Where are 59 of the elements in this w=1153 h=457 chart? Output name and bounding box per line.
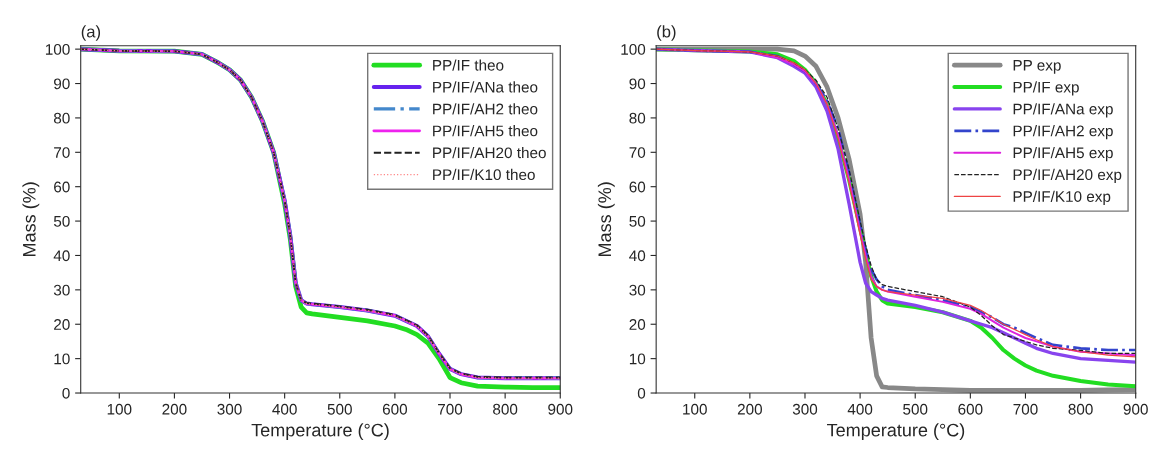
x-tick-label: 900 <box>1123 403 1148 415</box>
x-tick-label: 200 <box>162 403 187 415</box>
x-tick-label: 800 <box>493 403 518 415</box>
legend-label: PP/IF theo <box>433 59 504 71</box>
x-tick-label: 500 <box>327 403 352 415</box>
y-tick-label: 90 <box>629 78 646 90</box>
y-tick-label: 60 <box>54 181 70 193</box>
y-tick-label: 80 <box>53 112 70 124</box>
x-tick-label: 300 <box>792 403 818 415</box>
x-tick-label: 100 <box>107 403 132 415</box>
legend-label: PP/IF/AH2 theo <box>433 103 538 115</box>
x-tick-label: 800 <box>1068 403 1093 415</box>
y-tick-label: 0 <box>62 387 70 399</box>
x-tick-label: 700 <box>438 403 463 415</box>
y-axis-title: Mass (%) <box>22 182 40 256</box>
legend-label: PP exp <box>1013 60 1061 74</box>
x-tick-label: 300 <box>217 403 242 415</box>
y-tick-label: 70 <box>54 147 70 158</box>
y-tick-label: 10 <box>54 353 70 365</box>
x-tick-label: 400 <box>272 403 297 415</box>
y-tick-label: 40 <box>53 250 70 262</box>
y-tick-label: 0 <box>637 387 646 399</box>
y-tick-label: 100 <box>621 44 646 55</box>
x-tick-label: 100 <box>683 403 707 415</box>
y-tick-label: 40 <box>629 250 646 262</box>
y-tick-label: 30 <box>53 284 70 296</box>
legend-label: PP/IF exp <box>1013 81 1079 96</box>
legend-label: PP/IF/AH2 exp <box>1013 125 1113 140</box>
legend-label: PP/IF/K10 exp <box>1013 190 1111 205</box>
y-axis-title: Mass (%) <box>597 182 615 256</box>
legend-label: PP/IF/ANa exp <box>1013 103 1113 118</box>
x-tick-label: 400 <box>847 403 873 415</box>
legend-label: PP/IF/ANa theo <box>433 81 538 93</box>
y-tick-label: 70 <box>629 147 646 158</box>
chart-title: (b) <box>657 25 676 41</box>
legend-label: PP/IF/AH5 theo <box>433 125 538 137</box>
y-tick-label: 50 <box>53 215 70 227</box>
y-tick-label: 50 <box>629 215 646 227</box>
legend-label: PP/IF/AH5 exp <box>1013 146 1113 162</box>
x-tick-label: 900 <box>548 403 573 415</box>
legend-label: PP/IF/AH20 exp <box>1013 168 1122 184</box>
x-tick-label: 200 <box>737 403 763 415</box>
y-tick-label: 100 <box>45 44 70 55</box>
y-tick-label: 20 <box>54 319 70 330</box>
x-tick-label: 600 <box>382 403 408 415</box>
legend-label: PP/IF/K10 theo <box>433 168 535 181</box>
chart-title: (a) <box>81 25 101 41</box>
y-tick-label: 30 <box>629 284 646 296</box>
x-tick-label: 600 <box>958 403 983 415</box>
x-axis-title: Temperature (°C) <box>251 423 389 441</box>
y-tick-label: 60 <box>629 181 646 193</box>
x-axis-title: Temperature (°C) <box>827 423 965 441</box>
y-tick-label: 80 <box>629 112 646 124</box>
legend-label: PP/IF/AH20 theo <box>433 146 546 159</box>
y-tick-label: 20 <box>629 319 646 330</box>
y-tick-label: 10 <box>629 353 646 365</box>
y-tick-label: 90 <box>54 78 70 90</box>
x-tick-label: 500 <box>903 403 928 415</box>
x-tick-label: 700 <box>1013 403 1038 415</box>
